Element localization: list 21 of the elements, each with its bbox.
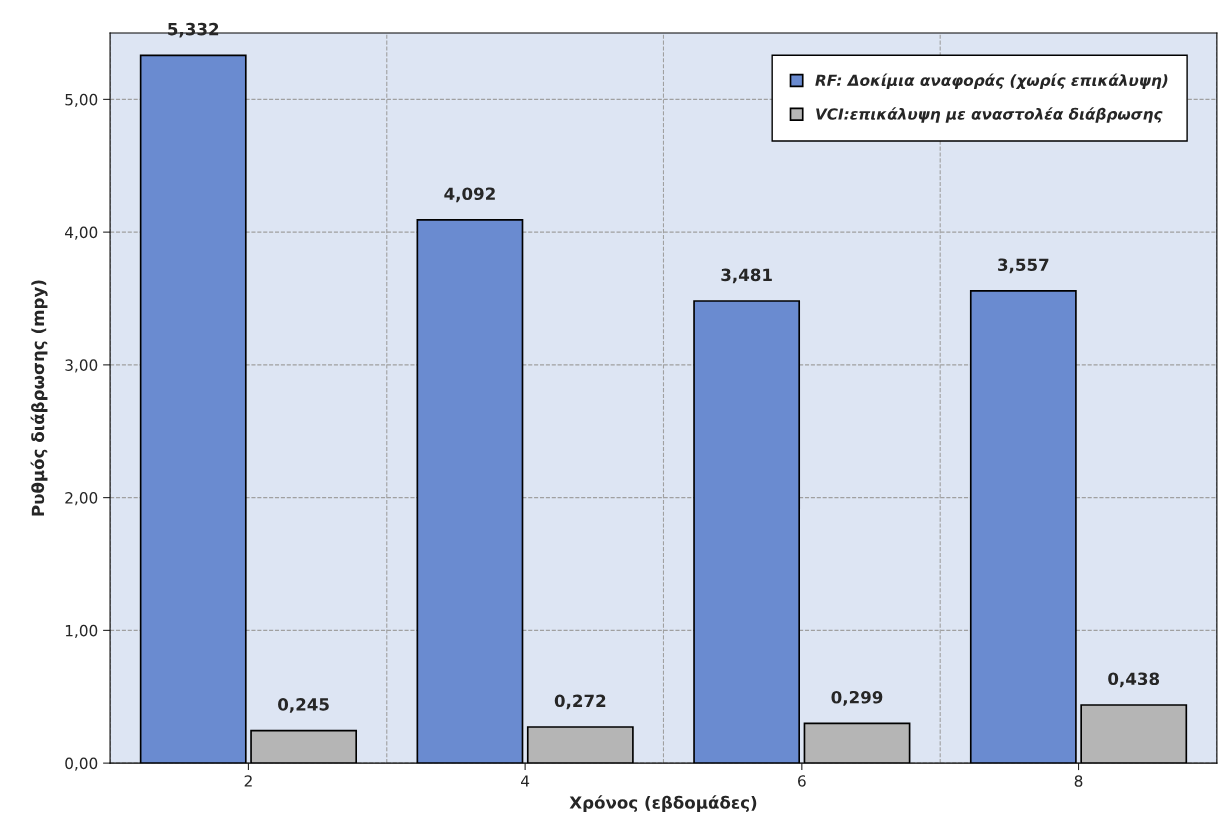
- data-label: 3,481: [721, 268, 772, 284]
- y-tick-label: 0,00: [65, 757, 98, 771]
- data-label: 0,438: [1108, 672, 1160, 688]
- data-label: 3,557: [998, 258, 1049, 274]
- y-tick-label: 4,00: [64, 226, 98, 240]
- y-tick-label: 5,00: [65, 93, 98, 107]
- y-tick-label: 1,00: [65, 624, 98, 638]
- data-label: 0,245: [278, 698, 329, 713]
- legend-label: RF: Δοκίμια αναφοράς (χωρίς επικάλυψη): [815, 73, 1168, 89]
- y-axis-title: Ρυθμός διάβρωσης (mpy): [30, 280, 48, 516]
- x-tick-label: 6: [798, 775, 806, 787]
- x-axis-title: Χρόνος (εβδομάδες): [569, 795, 757, 813]
- y-tick-label: 3,00: [65, 359, 98, 373]
- data-label: 4,092: [444, 187, 495, 203]
- x-tick-label: 4: [521, 775, 530, 787]
- x-tick-label: 8: [1074, 775, 1083, 787]
- x-tick-label: 2: [244, 775, 252, 787]
- y-tick-label: 2,00: [65, 492, 98, 506]
- data-label: 0,299: [831, 690, 883, 706]
- legend-label: VCI:επικάλυψη με αναστολέα διάβρωσης: [816, 107, 1163, 123]
- data-label: 0,272: [554, 694, 606, 710]
